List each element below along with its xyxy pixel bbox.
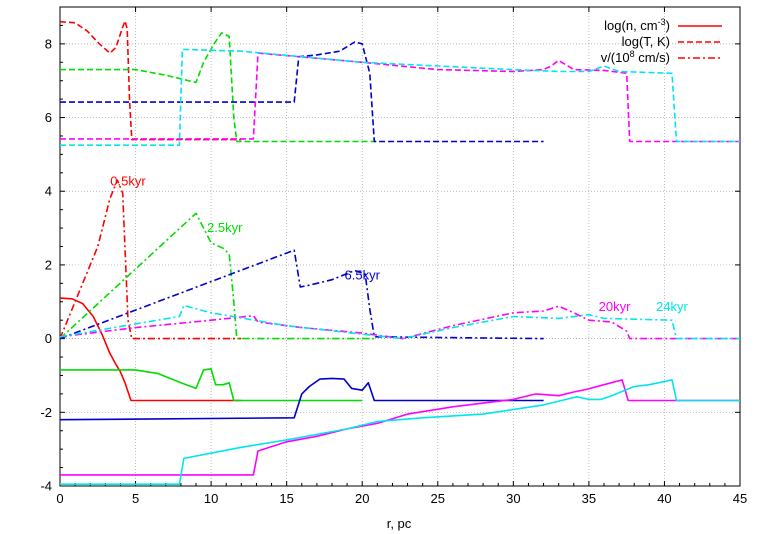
x-tick-label: 35 (582, 491, 596, 506)
series-line (59, 304, 740, 340)
x-tick-label: 25 (431, 491, 445, 506)
x-tick-label: 40 (657, 491, 671, 506)
x-tick-label: 5 (132, 491, 139, 506)
series-annotation: 24kyr (656, 299, 688, 314)
y-tick-label: 4 (45, 184, 52, 199)
series-line (60, 41, 544, 143)
x-axis-label: r, pc (387, 516, 412, 531)
y-tick-label: -2 (40, 405, 52, 420)
legend: log(n, cm-3)log(T, K)v/(108 cm/s) (601, 17, 722, 65)
series-line (60, 48, 740, 146)
series-line (60, 368, 363, 402)
series-annotation: 0.5kyr (110, 174, 146, 189)
series-line (60, 379, 740, 476)
legend-label: v/(108 cm/s) (601, 49, 670, 65)
series-line (60, 379, 740, 485)
series-line (60, 52, 740, 143)
legend-label: log(n, cm-3) (604, 17, 670, 33)
x-tick-label: 45 (733, 491, 747, 506)
series-annotation: 2.5kyr (207, 220, 243, 235)
y-tick-label: 2 (45, 257, 52, 272)
series-annotation: 6.5kyr (345, 268, 381, 283)
grid-lines (60, 7, 740, 486)
series-line (59, 377, 544, 421)
plot-frame (59, 6, 741, 487)
series-line (60, 31, 378, 143)
x-tick-label: 20 (355, 491, 369, 506)
series-line (59, 20, 242, 141)
series-annotation: 20kyr (599, 299, 631, 314)
x-tick-label: 0 (56, 491, 63, 506)
legend-label: log(T, K) (622, 34, 670, 49)
series-lines (59, 20, 740, 485)
series-line (59, 297, 242, 402)
series-line (59, 305, 740, 340)
y-tick-label: 0 (45, 331, 52, 346)
annotations: 0.5kyr 2.5kyr 6.5kyr 20kyr 24kyr (110, 174, 688, 314)
axes (59, 6, 741, 487)
y-tick-label: 8 (45, 36, 52, 51)
tick-labels: 0 5 10 15 20 25 30 35 40 45 -4 -2 0 2 4 6 8 (40, 36, 747, 506)
y-tick-label: 6 (45, 110, 52, 125)
series-line (59, 212, 378, 340)
series-line (59, 249, 544, 340)
x-tick-label: 10 (204, 491, 218, 506)
series-line (59, 179, 242, 340)
x-tick-label: 30 (506, 491, 520, 506)
x-tick-label: 15 (279, 491, 293, 506)
y-tick-label: -4 (40, 479, 52, 494)
